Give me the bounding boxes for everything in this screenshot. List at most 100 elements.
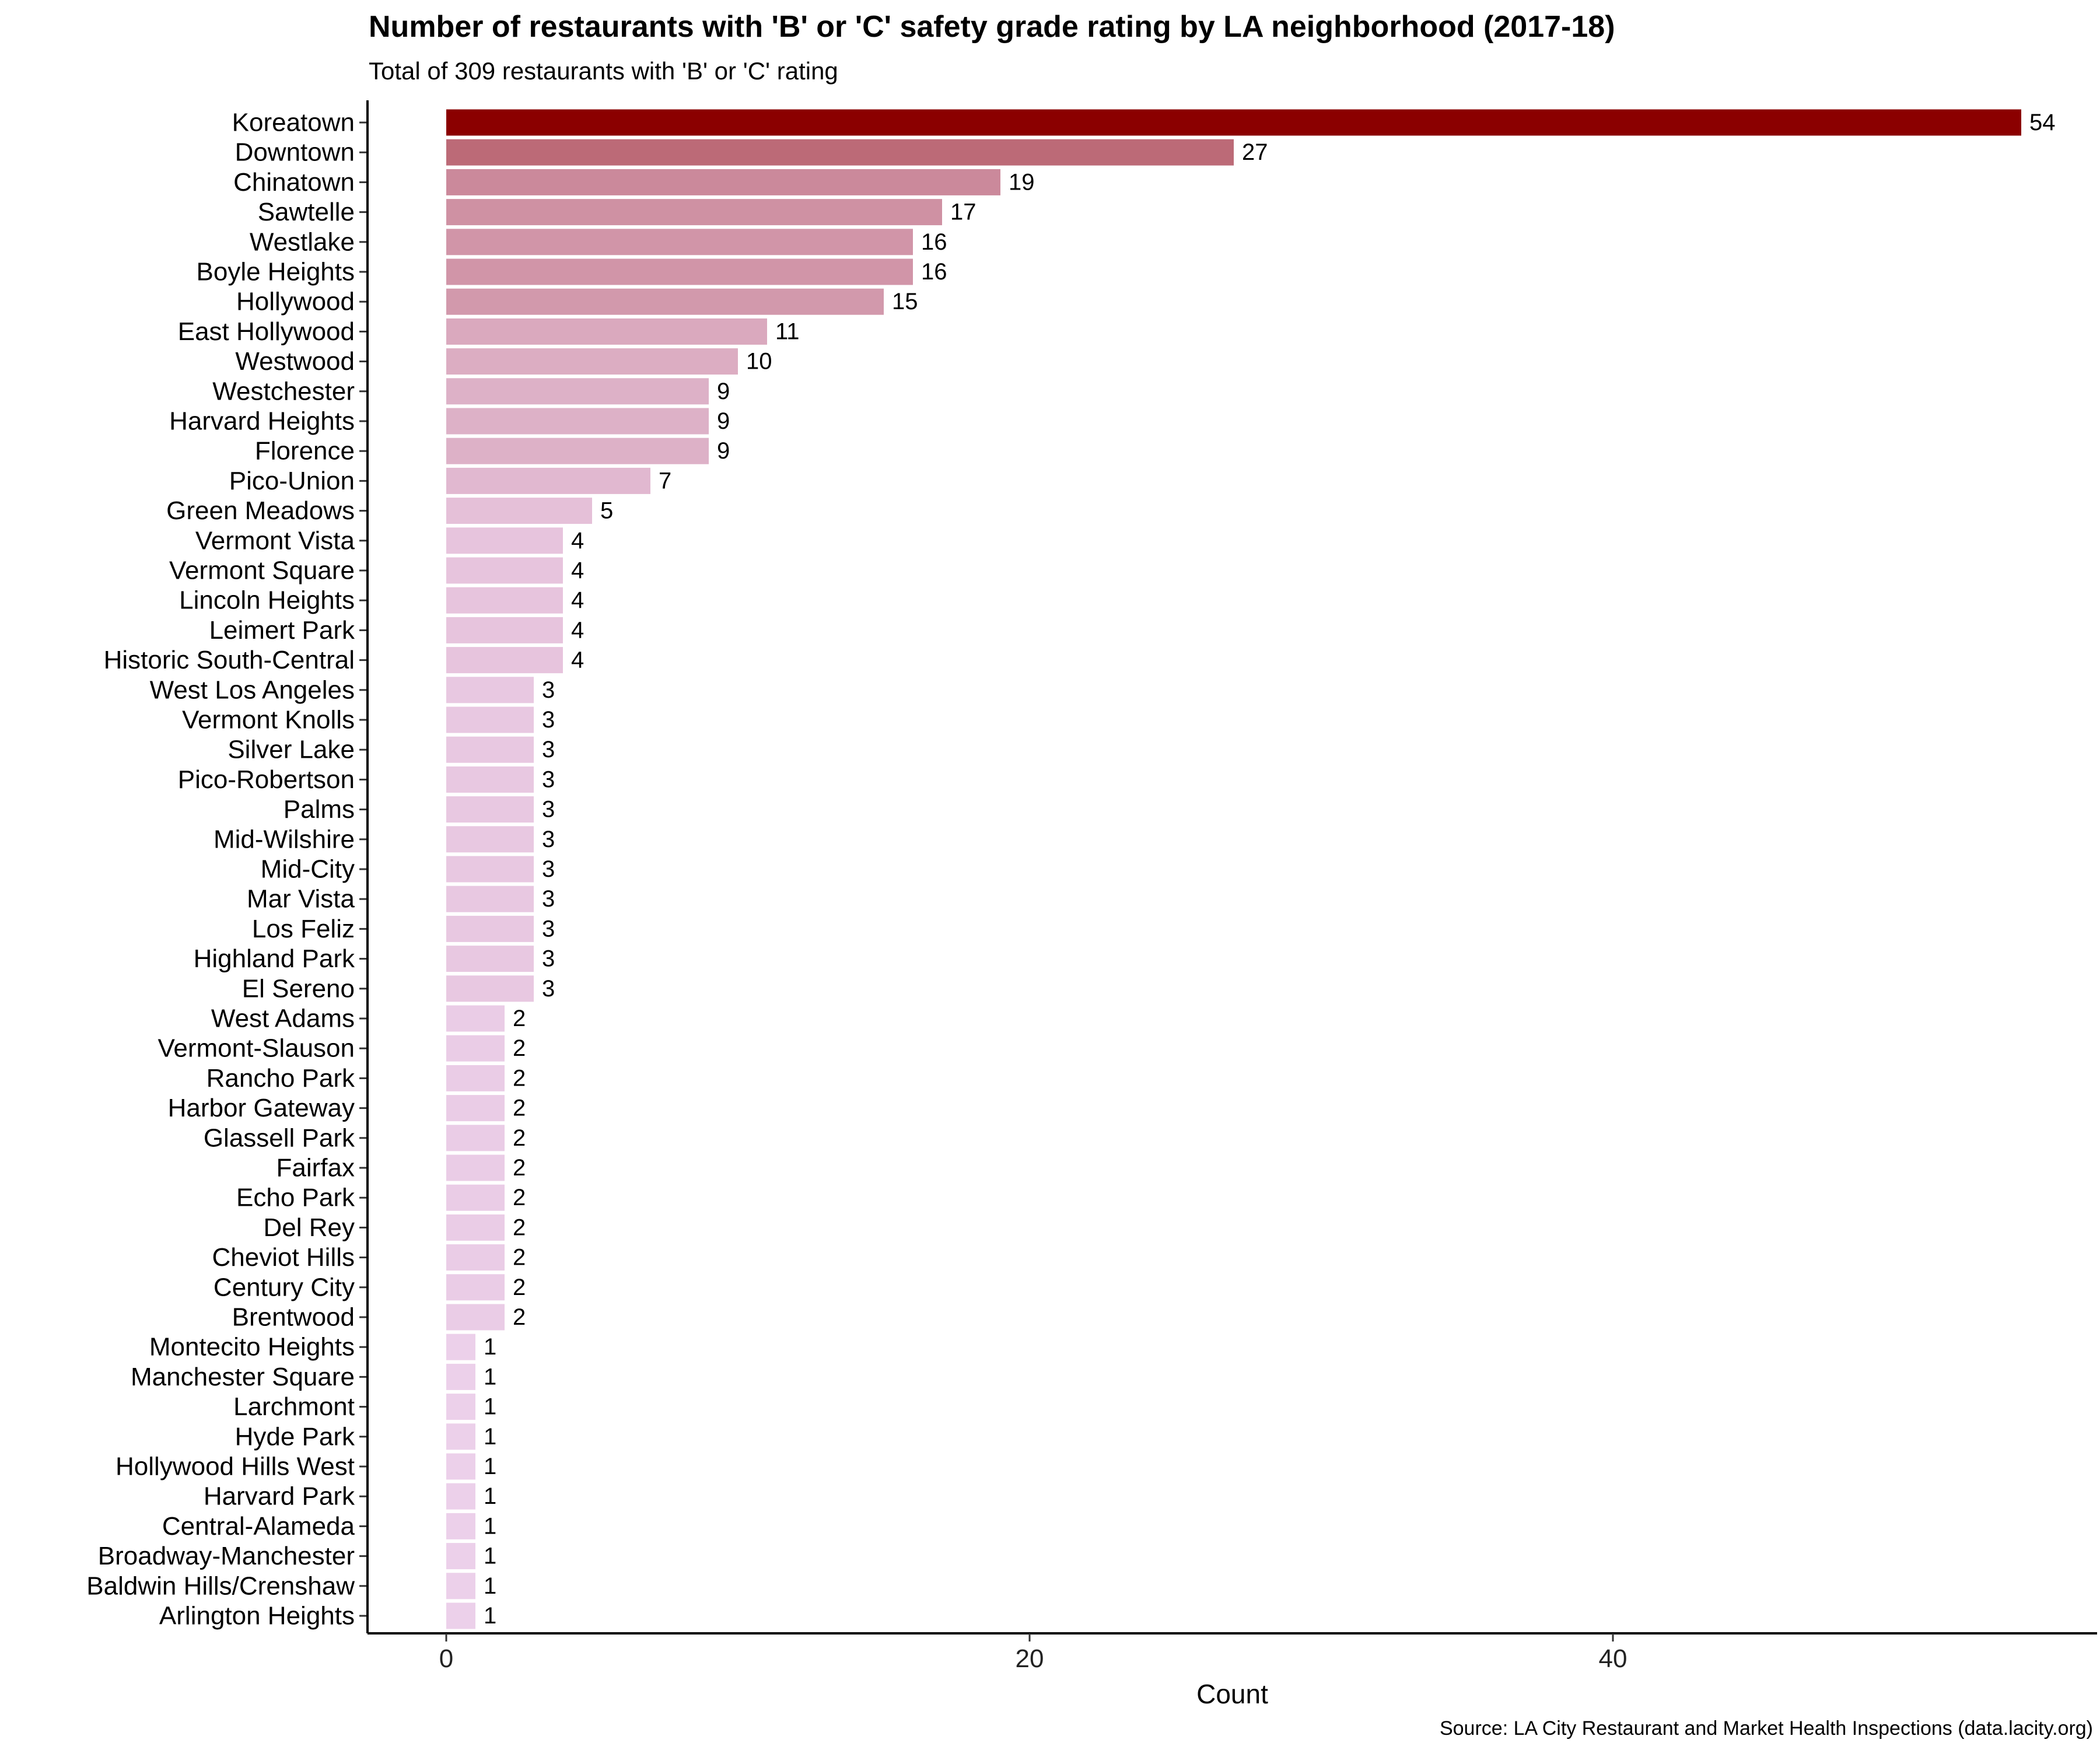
bar (446, 348, 738, 375)
y-tick-label: Westwood (235, 347, 355, 376)
bar (446, 1483, 475, 1510)
bar (446, 527, 563, 554)
bar (446, 498, 592, 524)
bar (446, 1602, 475, 1629)
bar (446, 647, 563, 674)
y-tick-label: Koreatown (232, 108, 355, 137)
value-label: 2 (513, 1155, 526, 1181)
bar (446, 378, 709, 405)
y-tick-label: West Los Angeles (150, 676, 355, 704)
x-tick-label: 40 (1599, 1644, 1628, 1673)
y-tick-label: Boyle Heights (197, 258, 355, 286)
value-label: 2 (513, 1304, 526, 1330)
bar (446, 1573, 475, 1600)
value-label: 4 (571, 558, 584, 583)
bar (446, 975, 534, 1002)
bars-group (446, 109, 2021, 1629)
y-tick-label: Larchmont (233, 1392, 355, 1421)
bar (446, 1394, 475, 1420)
y-tick-label: Historic South-Central (104, 646, 355, 674)
y-tick-label: Sawtelle (258, 198, 355, 226)
y-tick-label: Mid-Wilshire (214, 825, 355, 853)
value-label: 5 (600, 498, 613, 524)
value-label: 3 (542, 856, 555, 882)
value-label: 19 (1009, 169, 1035, 195)
value-label: 3 (542, 707, 555, 733)
value-label: 3 (542, 976, 555, 1002)
bar (446, 229, 913, 256)
value-label: 4 (571, 617, 584, 643)
y-tick-label: Baldwin Hills/Crenshaw (86, 1572, 355, 1600)
bar (446, 1244, 505, 1271)
value-label: 9 (717, 408, 730, 434)
y-tick-label: West Adams (211, 1005, 355, 1033)
y-tick-label: Vermont-Slauson (158, 1034, 355, 1063)
y-tick-label: Mar Vista (247, 885, 355, 914)
y-tick-label: Pico-Robertson (178, 765, 355, 794)
value-label: 3 (542, 677, 555, 703)
bar (446, 1423, 475, 1450)
y-tick-label: Vermont Vista (195, 526, 355, 555)
y-tick-label: Downtown (235, 138, 355, 167)
chart-caption: Source: LA City Restaurant and Market He… (1439, 1717, 2093, 1740)
bar (446, 915, 534, 942)
bar (446, 1334, 475, 1360)
value-label: 3 (542, 827, 555, 852)
chart-title: Number of restaurants with 'B' or 'C' sa… (369, 10, 1615, 44)
y-tick-label: Lincoln Heights (179, 586, 355, 615)
bar (446, 766, 534, 793)
bar (446, 1125, 505, 1152)
y-tick-label: Arlington Heights (159, 1602, 355, 1630)
value-label: 1 (484, 1603, 496, 1629)
bar (446, 467, 650, 494)
bar (446, 169, 1000, 195)
value-label: 2 (513, 1185, 526, 1210)
value-label: 1 (484, 1513, 496, 1539)
bar (446, 1154, 505, 1181)
value-label: 1 (484, 1573, 496, 1599)
bar (446, 587, 563, 614)
value-label: 2 (513, 1006, 526, 1031)
y-tick-label: Brentwood (232, 1303, 355, 1332)
value-label: 7 (659, 468, 671, 494)
y-tick-label: Silver Lake (228, 736, 355, 764)
bar (446, 288, 884, 315)
value-label: 2 (513, 1275, 526, 1300)
chart-subtitle: Total of 309 restaurants with 'B' or 'C'… (369, 57, 838, 85)
value-label: 3 (542, 766, 555, 792)
value-label: 2 (513, 1035, 526, 1061)
bar (446, 557, 563, 584)
y-tick-label: Mid-City (261, 855, 355, 884)
value-label: 1 (484, 1394, 496, 1420)
value-label: 4 (571, 648, 584, 673)
bar (446, 886, 534, 912)
y-tick-label: Westlake (250, 228, 355, 256)
y-tick-label: Leimert Park (209, 616, 355, 645)
y-tick-label: Green Meadows (166, 496, 355, 525)
bar (446, 199, 942, 226)
value-label: 15 (892, 289, 918, 314)
value-label: 27 (1242, 139, 1268, 165)
value-labels: 5427191716161511109997544444333333333332… (484, 110, 2056, 1629)
y-tick-label: Los Feliz (252, 915, 355, 943)
bar (446, 1543, 475, 1570)
value-label: 3 (542, 797, 555, 822)
value-label: 2 (513, 1065, 526, 1091)
bar (446, 438, 709, 464)
x-axis: 0 20 40 (366, 100, 2097, 1673)
bar (446, 1304, 505, 1331)
y-tick-label: Del Rey (264, 1213, 355, 1242)
bar (446, 1513, 475, 1539)
bar (446, 1005, 505, 1032)
value-label: 1 (484, 1334, 496, 1360)
value-label: 16 (921, 259, 947, 285)
value-label: 54 (2029, 110, 2056, 135)
bar (446, 1274, 505, 1301)
value-label: 17 (950, 200, 977, 225)
y-tick-label: Harvard Heights (169, 407, 355, 436)
y-tick-label: Harvard Park (204, 1482, 355, 1511)
y-tick-label: Century City (214, 1273, 355, 1301)
value-label: 1 (484, 1454, 496, 1479)
bar (446, 946, 534, 972)
bar (446, 1453, 475, 1480)
